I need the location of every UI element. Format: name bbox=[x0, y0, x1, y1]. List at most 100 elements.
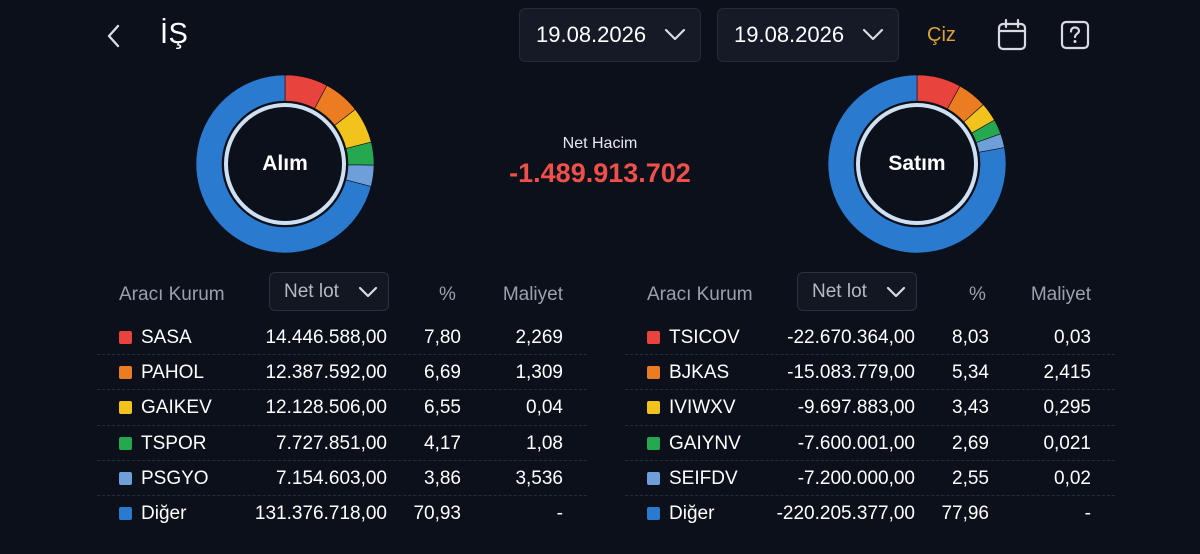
table-row[interactable]: Diğer -220.205.377,00 77,96 - bbox=[625, 496, 1115, 531]
percent-value: 2,69 bbox=[952, 432, 989, 454]
cost-value: 1,309 bbox=[515, 362, 563, 384]
net-lot-value: -9.697.883,00 bbox=[797, 397, 915, 419]
table-row[interactable]: Diğer 131.376.718,00 70,93 - bbox=[97, 496, 587, 531]
table-row[interactable]: TSICOV -22.670.364,00 8,03 0,03 bbox=[625, 320, 1115, 356]
color-swatch bbox=[647, 366, 660, 380]
table-row[interactable]: PSGYO 7.154.603,00 3,86 3,536 bbox=[97, 461, 587, 496]
broker-name: GAIYNV bbox=[669, 432, 741, 454]
color-swatch bbox=[119, 366, 132, 380]
percent-value: 5,34 bbox=[952, 362, 989, 384]
broker-name: TSICOV bbox=[669, 327, 740, 348]
broker-name: Diğer bbox=[669, 502, 715, 524]
broker-name: GAIKEV bbox=[141, 397, 212, 419]
net-volume-label: Net Hacim bbox=[562, 135, 638, 152]
donut-slice-diğer[interactable] bbox=[827, 74, 1007, 254]
donut-hole bbox=[229, 108, 341, 220]
broker-name: BJKAS bbox=[669, 362, 730, 384]
cost-value: 1,08 bbox=[526, 432, 563, 454]
table-row[interactable]: SASA 14.446.588,00 7,80 2,269 bbox=[97, 320, 587, 356]
buy-table-body: SASA 14.446.588,00 7,80 2,269 PAHOL 12.387.59… bbox=[97, 320, 587, 531]
calendar-button[interactable] bbox=[996, 18, 1028, 52]
buy-table: Aracı Kurum Net lot % Maliyet SASA 14.446… bbox=[97, 272, 587, 531]
broker-name: TSPOR bbox=[141, 432, 207, 454]
date-from-select[interactable]: 19.08.2026 bbox=[519, 8, 701, 62]
percent-column-header: % bbox=[439, 284, 456, 305]
calendar-icon bbox=[997, 19, 1027, 51]
color-swatch bbox=[119, 471, 132, 485]
percent-value: 7,80 bbox=[424, 327, 461, 348]
chevron-down-icon bbox=[358, 286, 378, 297]
net-lot-value: -15.083.779,00 bbox=[787, 362, 915, 384]
table-row[interactable]: GAIKEV 12.128.506,00 6,55 0,04 bbox=[97, 390, 587, 426]
color-swatch bbox=[647, 331, 660, 344]
color-swatch bbox=[119, 331, 132, 344]
table-row[interactable]: IVIWXV -9.697.883,00 3,43 0,295 bbox=[625, 390, 1115, 426]
cost-value: - bbox=[1084, 502, 1091, 524]
chevron-down-icon bbox=[886, 286, 906, 297]
percent-value: 6,55 bbox=[424, 397, 461, 419]
color-swatch bbox=[119, 436, 132, 450]
table-row[interactable]: PAHOL 12.387.592,00 6,69 1,309 bbox=[97, 355, 587, 391]
chevron-left-icon bbox=[107, 24, 120, 48]
date-to-value: 19.08.2026 bbox=[734, 22, 845, 47]
broker-name: PAHOL bbox=[141, 362, 205, 384]
net-lot-value: 7.154.603,00 bbox=[276, 467, 387, 489]
date-from-value: 19.08.2026 bbox=[536, 22, 647, 47]
percent-value: 2,55 bbox=[952, 467, 989, 489]
donut-inner-ring bbox=[856, 103, 978, 225]
broker-name: SASA bbox=[141, 327, 192, 348]
cost-value: 0,02 bbox=[1054, 467, 1091, 489]
net-lot-select[interactable]: Net lot bbox=[797, 272, 917, 311]
net-lot-value: -7.200.000,00 bbox=[797, 467, 915, 489]
buy-donut-label: Alım bbox=[262, 152, 308, 175]
cost-column-header: Maliyet bbox=[502, 284, 563, 305]
cost-value: 0,021 bbox=[1043, 432, 1091, 454]
cost-value: 2,269 bbox=[515, 327, 563, 348]
color-swatch bbox=[647, 506, 660, 520]
cost-value: 3,536 bbox=[515, 467, 563, 489]
percent-value: 3,43 bbox=[952, 397, 989, 419]
sell-table: Aracı Kurum Net lot % Maliyet TSICOV -22.… bbox=[625, 272, 1115, 531]
color-swatch bbox=[119, 401, 132, 415]
draw-button[interactable]: Çiz bbox=[927, 24, 956, 46]
cost-value: - bbox=[556, 502, 563, 524]
table-row[interactable]: SEIFDV -7.200.000,00 2,55 0,02 bbox=[625, 461, 1115, 496]
cost-value: 0,03 bbox=[1054, 327, 1091, 348]
chevron-down-icon bbox=[862, 28, 884, 41]
sell-table-header: Aracı Kurum Net lot % Maliyet bbox=[625, 272, 1115, 320]
date-to-select[interactable]: 19.08.2026 bbox=[717, 8, 899, 62]
percent-value: 6,69 bbox=[424, 362, 461, 384]
net-lot-value: -7.600.001,00 bbox=[797, 432, 915, 454]
percent-value: 3,86 bbox=[424, 467, 461, 489]
net-lot-select-value: Net lot bbox=[812, 280, 867, 302]
net-lot-select[interactable]: Net lot bbox=[269, 272, 389, 311]
color-swatch bbox=[647, 401, 660, 415]
percent-value: 8,03 bbox=[952, 327, 989, 348]
buy-table-header: Aracı Kurum Net lot % Maliyet bbox=[97, 272, 587, 320]
help-button[interactable] bbox=[1059, 18, 1091, 52]
sell-donut-label: Satım bbox=[888, 152, 946, 175]
net-lot-value: 131.376.718,00 bbox=[254, 502, 387, 524]
donut-hole bbox=[861, 108, 973, 220]
table-row[interactable]: TSPOR 7.727.851,00 4,17 1,08 bbox=[97, 426, 587, 461]
net-lot-value: 14.446.588,00 bbox=[265, 327, 387, 348]
donut-slice-diğer[interactable] bbox=[195, 74, 372, 254]
net-volume-value: -1.489.913.702 bbox=[509, 158, 691, 188]
help-icon bbox=[1060, 20, 1090, 50]
broker-name: PSGYO bbox=[141, 467, 209, 489]
color-swatch bbox=[647, 471, 660, 485]
table-row[interactable]: GAIYNV -7.600.001,00 2,69 0,021 bbox=[625, 426, 1115, 461]
broker-name: SEIFDV bbox=[669, 467, 738, 489]
net-lot-select-value: Net lot bbox=[284, 280, 339, 302]
chevron-down-icon bbox=[664, 28, 686, 41]
page-title: İŞ bbox=[160, 18, 189, 50]
net-lot-value: 12.387.592,00 bbox=[265, 362, 387, 384]
back-button[interactable] bbox=[98, 20, 128, 52]
table-row[interactable]: BJKAS -15.083.779,00 5,34 2,415 bbox=[625, 355, 1115, 391]
net-lot-value: 7.727.851,00 bbox=[276, 432, 387, 454]
net-lot-value: 12.128.506,00 bbox=[265, 397, 387, 419]
broker-column-header: Aracı Kurum bbox=[119, 284, 225, 305]
cost-column-header: Maliyet bbox=[1030, 284, 1091, 305]
buy-donut-svg bbox=[195, 74, 375, 254]
donut-inner-ring bbox=[224, 103, 346, 225]
